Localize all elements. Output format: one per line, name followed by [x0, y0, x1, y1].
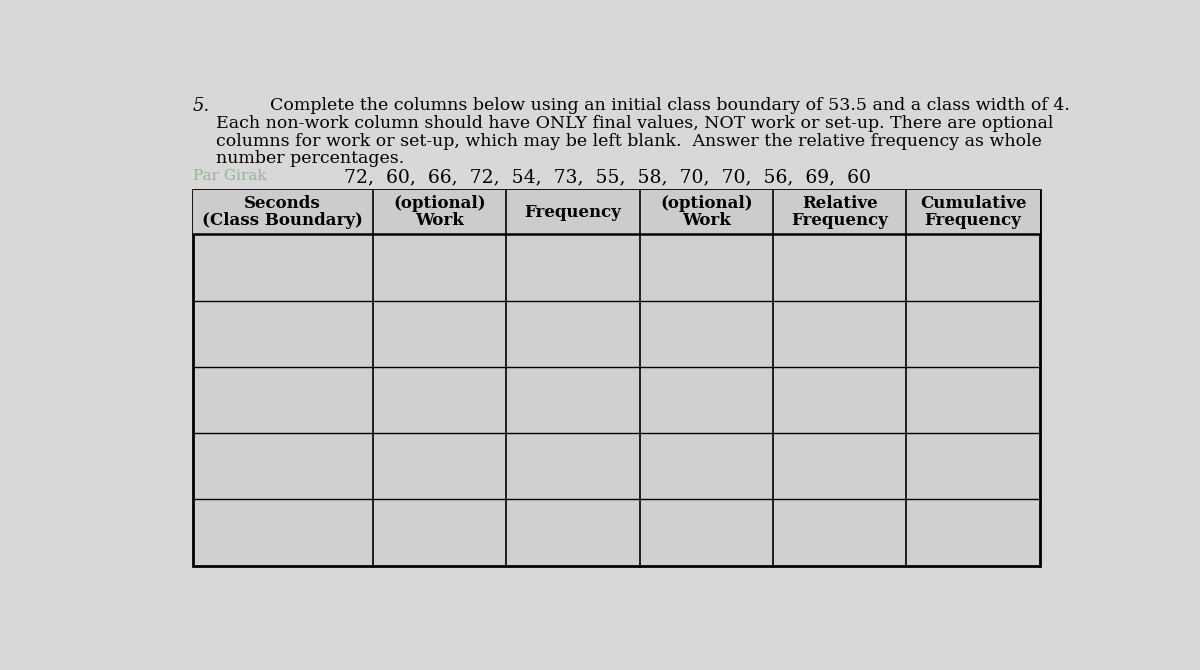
- Bar: [193, 190, 1039, 234]
- Text: 72,  60,  66,  72,  54,  73,  55,  58,  70,  70,  56,  69,  60: 72, 60, 66, 72, 54, 73, 55, 58, 70, 70, …: [343, 168, 871, 186]
- Text: Frequency: Frequency: [924, 212, 1021, 229]
- Text: number percentages.: number percentages.: [216, 151, 404, 168]
- Text: Work: Work: [415, 212, 464, 229]
- Text: 5.: 5.: [193, 97, 210, 115]
- Text: Frequency: Frequency: [524, 204, 622, 220]
- Text: Frequency: Frequency: [791, 212, 888, 229]
- Text: Par Girak: Par Girak: [193, 169, 266, 183]
- Text: (optional): (optional): [394, 195, 486, 212]
- Bar: [193, 190, 1039, 565]
- Text: Relative: Relative: [802, 195, 877, 212]
- Text: (optional): (optional): [660, 195, 752, 212]
- Text: Seconds: Seconds: [245, 195, 322, 212]
- Text: columns for work or set-up, which may be left blank.  Answer the relative freque: columns for work or set-up, which may be…: [216, 133, 1042, 150]
- Text: Cumulative: Cumulative: [919, 195, 1026, 212]
- Text: (Class Boundary): (Class Boundary): [203, 212, 364, 229]
- Text: Complete the columns below using an initial class boundary of 53.5 and a class w: Complete the columns below using an init…: [270, 97, 1070, 115]
- Bar: [193, 190, 1039, 565]
- Text: Each non-work column should have ONLY final values, NOT work or set-up. There ar: Each non-work column should have ONLY fi…: [216, 115, 1054, 132]
- Text: Work: Work: [682, 212, 731, 229]
